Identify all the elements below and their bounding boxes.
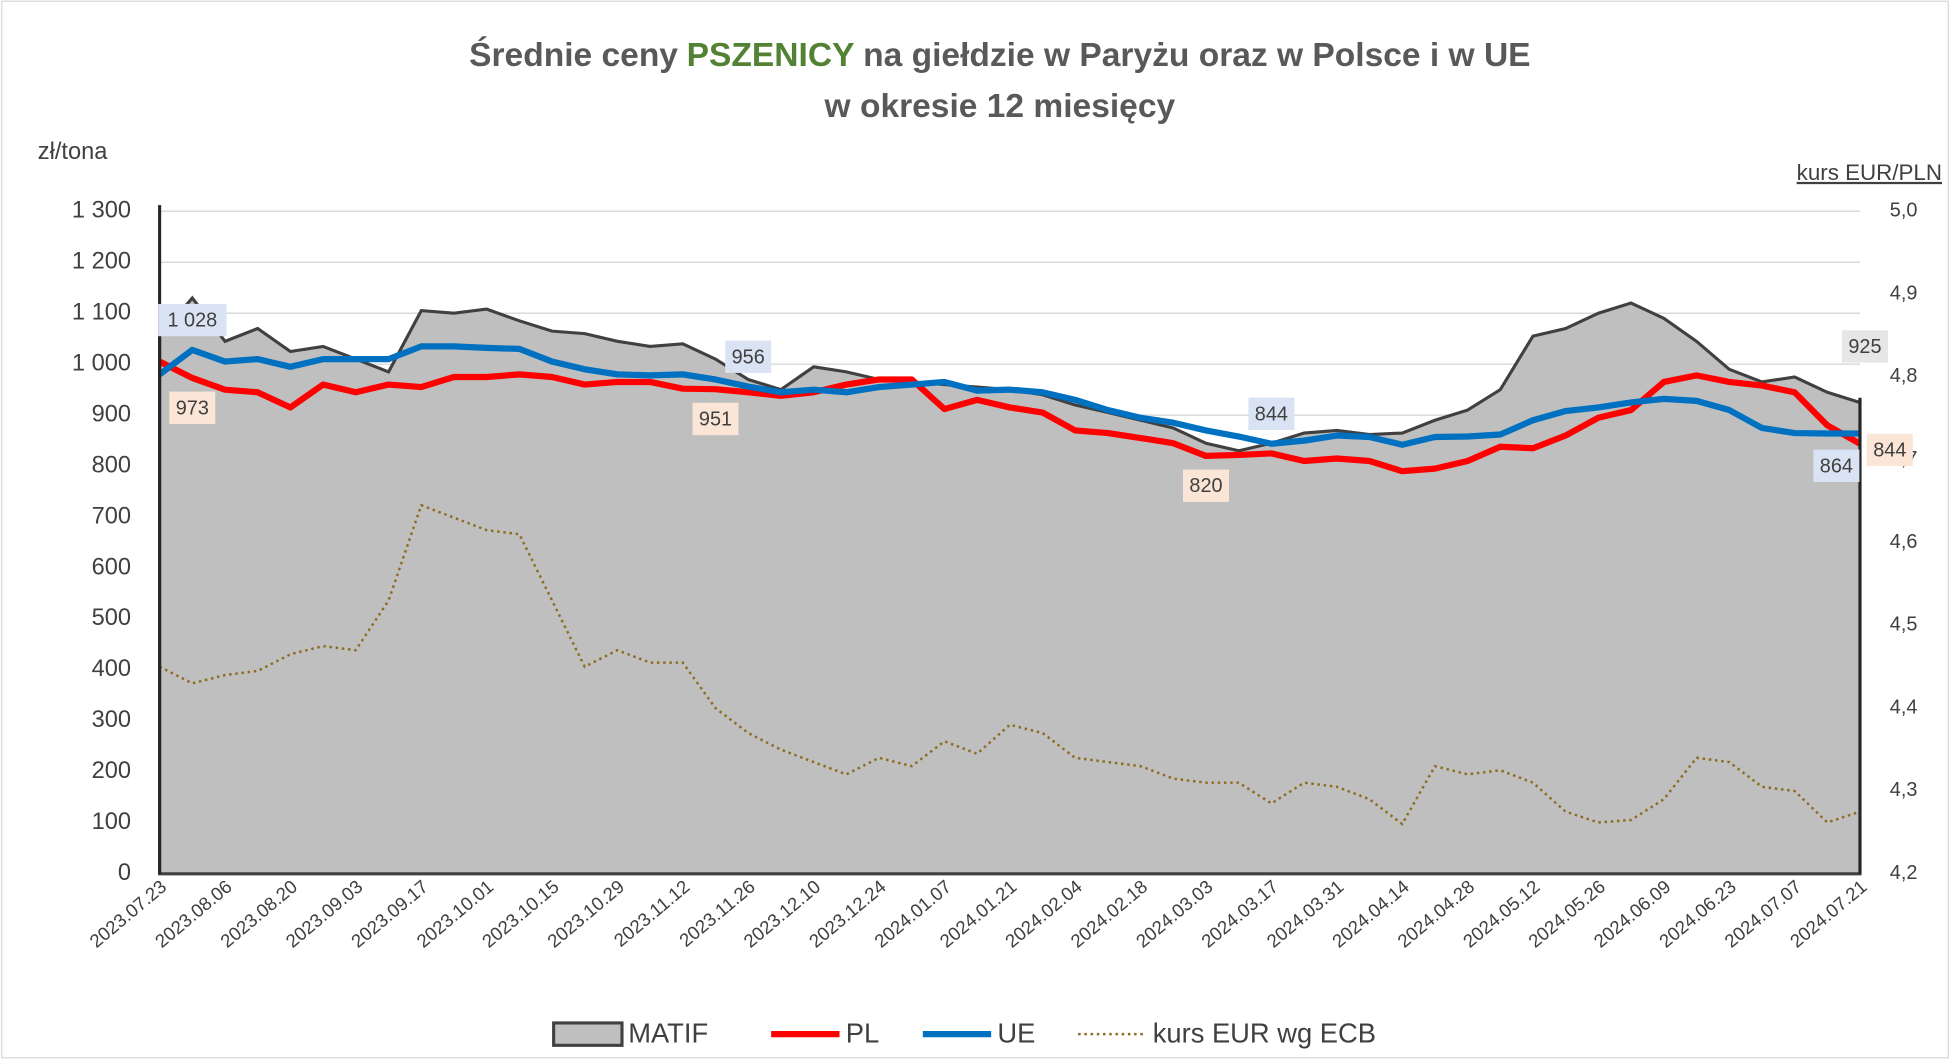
legend-item: PL	[771, 1018, 879, 1049]
y-tick-label: 1 000	[72, 350, 131, 376]
y-tick-label: 1 100	[72, 299, 131, 325]
legend-item: kurs EUR wg ECB	[1078, 1018, 1376, 1049]
data-label-box	[725, 340, 772, 373]
data-label: 820	[1189, 475, 1222, 497]
data-label-box	[1248, 397, 1295, 431]
data-label-box	[692, 402, 739, 436]
y-tick-label: 200	[92, 758, 131, 784]
y-tick-label: 600	[92, 554, 131, 580]
line	[159, 503, 1861, 826]
data-label: 956	[732, 346, 765, 368]
y-tick-label: 500	[92, 605, 131, 631]
y2-axis-label: kurs EUR/PLN	[1797, 160, 1942, 185]
y-tick-label: 700	[92, 503, 131, 529]
y2-tick-label: 4,9	[1890, 282, 1918, 304]
data-label: 864	[1820, 455, 1853, 477]
y-tick-label: 1 200	[72, 248, 131, 274]
legend-label: kurs EUR wg ECB	[1153, 1018, 1376, 1049]
legend-label: MATIF	[628, 1018, 708, 1049]
y2-tick-label: 4,8	[1890, 365, 1918, 387]
data-label: 951	[699, 408, 732, 430]
y-tick-label: 300	[92, 707, 131, 733]
y-tick-label: 900	[92, 401, 131, 427]
y-tick-label: 800	[92, 452, 131, 478]
line	[158, 358, 1862, 475]
data-label-box	[158, 303, 227, 337]
data-label: 925	[1848, 336, 1881, 358]
data-label: 844	[1255, 403, 1288, 425]
chart-subtitle: w okresie 12 miesięcy	[824, 88, 1176, 125]
legend-label: PL	[846, 1018, 879, 1049]
title-part: Średnie ceny	[469, 36, 678, 74]
y2-tick-label: 4,2	[1890, 862, 1918, 884]
chart-title: Średnie ceny PSZENICY na giełdzie w Paryżu…	[469, 36, 1530, 74]
y2-tick-label: 4,4	[1890, 696, 1918, 718]
line	[157, 343, 1860, 448]
data-label-box	[169, 391, 216, 424]
data-label-box	[1866, 433, 1913, 467]
data-label-box	[1841, 330, 1888, 363]
data-label: 844	[1873, 439, 1906, 461]
y2-tick-label: 4,6	[1890, 531, 1918, 553]
data-label-box	[1183, 469, 1229, 502]
y-tick-label: 0	[118, 860, 131, 886]
area	[158, 295, 1862, 876]
legend-swatch	[552, 1021, 624, 1047]
data-label: 973	[176, 397, 209, 419]
data-label: 1 028	[167, 310, 217, 332]
y2-tick-label: 5,0	[1890, 200, 1918, 222]
title-highlight: PSZENICY	[687, 37, 855, 74]
y-tick-label: 1 300	[72, 198, 131, 224]
y-tick-label: 400	[92, 656, 131, 682]
y2-tick-label: 4,5	[1890, 614, 1918, 636]
y-tick-label: 100	[92, 809, 131, 835]
y2-tick-label: 4,3	[1890, 779, 1918, 801]
legend-item: UE	[922, 1018, 1035, 1049]
title-part: na giełdzie w Paryżu oraz w Polsce i w U…	[863, 37, 1530, 74]
legend-label: UE	[997, 1018, 1035, 1049]
data-label-box	[1813, 449, 1860, 482]
y-axis-label: zł/tona	[38, 139, 108, 165]
legend-item: MATIF	[552, 1018, 708, 1049]
